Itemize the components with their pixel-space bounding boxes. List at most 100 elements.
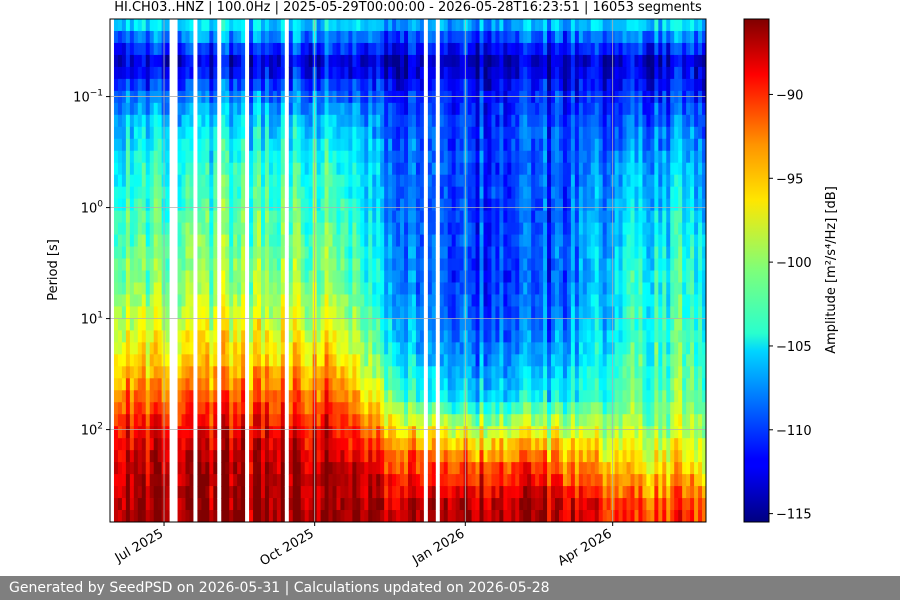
- heatmap-cell: [400, 258, 405, 271]
- heatmap-cell: [185, 450, 190, 463]
- heatmap-cell: [268, 78, 274, 92]
- heatmap-cell: [245, 330, 250, 343]
- heatmap-cell: [268, 474, 274, 487]
- heatmap-cell: [495, 174, 500, 188]
- heatmap-cell: [253, 150, 258, 164]
- heatmap-cell: [427, 54, 433, 68]
- heatmap-cell: [527, 354, 532, 367]
- heatmap-cell: [570, 270, 576, 283]
- heatmap-cell: [197, 438, 202, 451]
- heatmap-cell: [245, 438, 250, 451]
- heatmap-cell: [241, 426, 246, 439]
- heatmap-cell: [145, 66, 151, 80]
- heatmap-cell: [237, 426, 242, 439]
- heatmap-cell: [562, 462, 568, 475]
- heatmap-cell: [447, 186, 453, 200]
- heatmap-cell: [280, 150, 286, 164]
- heatmap-cell: [547, 462, 552, 475]
- heatmap-cell: [209, 414, 214, 427]
- heatmap-cell: [229, 450, 234, 463]
- heatmap-cell: [555, 42, 560, 56]
- heatmap-cell: [427, 282, 433, 295]
- heatmap-cell: [491, 270, 496, 283]
- heatmap-cell: [253, 390, 258, 403]
- heatmap-cell: [233, 390, 238, 403]
- heatmap-cell: [221, 438, 226, 451]
- heatmap-cell: [241, 42, 246, 56]
- heatmap-cell: [264, 66, 270, 80]
- heatmap-cell: [169, 414, 174, 427]
- heatmap-cell: [356, 174, 361, 188]
- heatmap-cell: [376, 198, 381, 212]
- heatmap-cell: [404, 390, 409, 403]
- heatmap-cell: [264, 474, 270, 487]
- heatmap-cell: [245, 282, 250, 295]
- heatmap-cell: [555, 462, 560, 475]
- heatmap-cell: [201, 294, 206, 307]
- heatmap-cell: [491, 306, 496, 319]
- heatmap-cell: [264, 450, 270, 463]
- heatmap-cell: [324, 414, 329, 427]
- heatmap-cell: [229, 342, 234, 355]
- heatmap-cell: [499, 354, 504, 367]
- heatmap-cell: [229, 402, 234, 415]
- heatmap-cell: [495, 330, 500, 343]
- heatmap-cell: [352, 438, 357, 451]
- heatmap-cell: [380, 342, 385, 355]
- heatmap-cell: [471, 186, 476, 200]
- heatmap-cell: [519, 294, 524, 307]
- heatmap-cell: [113, 126, 119, 140]
- heatmap-cell: [113, 246, 119, 259]
- heatmap-cell: [467, 438, 472, 451]
- heatmap-cell: [197, 174, 202, 188]
- heatmap-cell: [268, 114, 274, 128]
- heatmap-cell: [241, 510, 246, 522]
- heatmap-cell: [113, 186, 119, 200]
- heatmap-cell: [543, 414, 548, 427]
- heatmap-cell: [157, 186, 163, 200]
- heatmap-cell: [288, 318, 294, 331]
- heatmap-cell: [451, 126, 457, 140]
- heatmap-cell: [435, 186, 441, 200]
- heatmap-cell: [181, 498, 186, 511]
- heatmap-cell: [487, 186, 492, 200]
- heatmap-cell: [157, 426, 163, 439]
- heatmap-cell: [213, 282, 218, 295]
- heatmap-cell: [562, 378, 568, 391]
- heatmap-cell: [276, 19, 282, 32]
- heatmap-cell: [332, 234, 337, 247]
- heatmap-cell: [304, 222, 310, 235]
- heatmap-cell: [157, 258, 163, 271]
- heatmap-cell: [249, 378, 254, 391]
- heatmap-cell: [137, 174, 143, 188]
- heatmap-cell: [380, 66, 385, 80]
- heatmap-cell: [300, 198, 306, 212]
- heatmap-cell: [475, 306, 480, 319]
- heatmap-cell: [368, 210, 373, 223]
- heatmap-cell: [499, 66, 504, 80]
- heatmap-cell: [233, 114, 238, 128]
- heatmap-cell: [268, 198, 274, 212]
- heatmap-cell: [320, 282, 325, 295]
- heatmap-cell: [113, 498, 119, 511]
- heatmap-cell: [356, 306, 361, 319]
- heatmap-cell: [427, 462, 433, 475]
- heatmap-cell: [543, 270, 548, 283]
- heatmap-cell: [562, 270, 568, 283]
- heatmap-cell: [264, 462, 270, 475]
- heatmap-cell: [193, 174, 198, 188]
- heatmap-cell: [376, 138, 381, 152]
- heatmap-cell: [209, 390, 214, 403]
- heatmap-cell: [153, 19, 159, 32]
- heatmap-cell: [415, 150, 421, 164]
- heatmap-cell: [296, 390, 302, 403]
- heatmap-cell: [574, 402, 580, 415]
- heatmap-cell: [189, 258, 194, 271]
- heatmap-cell: [324, 174, 329, 188]
- heatmap-cell: [372, 186, 377, 200]
- heatmap-cell: [376, 186, 381, 200]
- heatmap-cell: [249, 222, 254, 235]
- heatmap-cell: [555, 450, 560, 463]
- heatmap-cell: [499, 306, 504, 319]
- heatmap-cell: [507, 246, 512, 259]
